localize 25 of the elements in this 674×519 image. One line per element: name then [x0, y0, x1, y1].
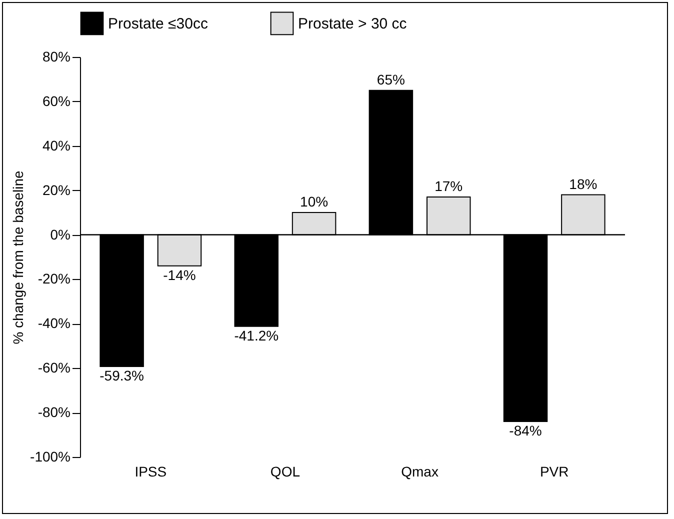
y-tick-label: 20% [42, 182, 70, 198]
legend-label: Prostate > 30 cc [298, 15, 408, 32]
data-label: 18% [569, 176, 598, 192]
x-tick-label: QOL [270, 464, 300, 480]
data-label: -84% [509, 422, 542, 438]
legend-label: Prostate ≤30cc [108, 15, 208, 32]
x-tick-label: Qmax [401, 464, 438, 480]
data-label: 10% [300, 194, 328, 210]
y-tick-label: 60% [42, 92, 70, 109]
y-axis-title: % change from the baseline [10, 170, 26, 344]
data-label: 65% [376, 71, 405, 88]
y-tick-label: -80% [38, 404, 70, 420]
data-label: -14% [163, 266, 196, 283]
y-tick-label: -20% [38, 270, 70, 287]
x-tick-label: PVR [540, 464, 569, 480]
data-label: 17% [434, 178, 463, 194]
y-tick-label: 40% [42, 137, 70, 154]
data-label: -59.3% [100, 368, 144, 384]
x-tick-label: IPSS [134, 464, 167, 480]
y-tick-label: -100% [30, 448, 70, 464]
y-tick-label: 0% [50, 226, 70, 242]
y-tick-label: 80% [42, 48, 70, 64]
y-tick-label: -40% [38, 315, 70, 332]
data-label: -41.2% [234, 327, 279, 344]
y-tick-label: -60% [38, 360, 70, 376]
